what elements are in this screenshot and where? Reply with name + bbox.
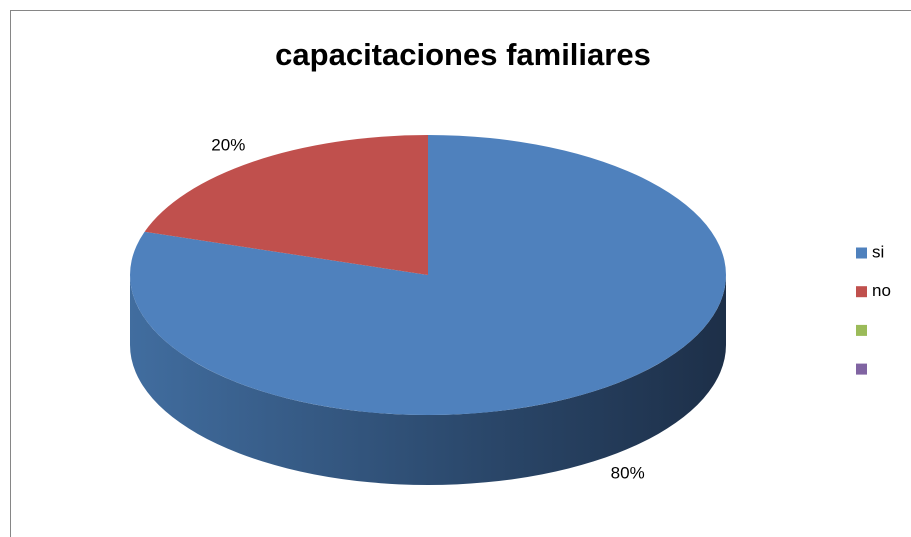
legend-label: no — [872, 281, 891, 300]
pie-side — [130, 275, 726, 485]
chart-title: capacitaciones familiares — [275, 37, 651, 72]
legend-swatch — [856, 286, 867, 298]
legend-swatch — [856, 324, 867, 336]
pie-slice — [144, 135, 429, 275]
legend-swatch — [856, 247, 867, 259]
data-label: 20% — [211, 135, 245, 154]
legend-label: si — [872, 242, 884, 261]
legend-swatch — [856, 363, 867, 375]
data-label: 80% — [611, 464, 645, 483]
pie-slice — [129, 135, 726, 415]
